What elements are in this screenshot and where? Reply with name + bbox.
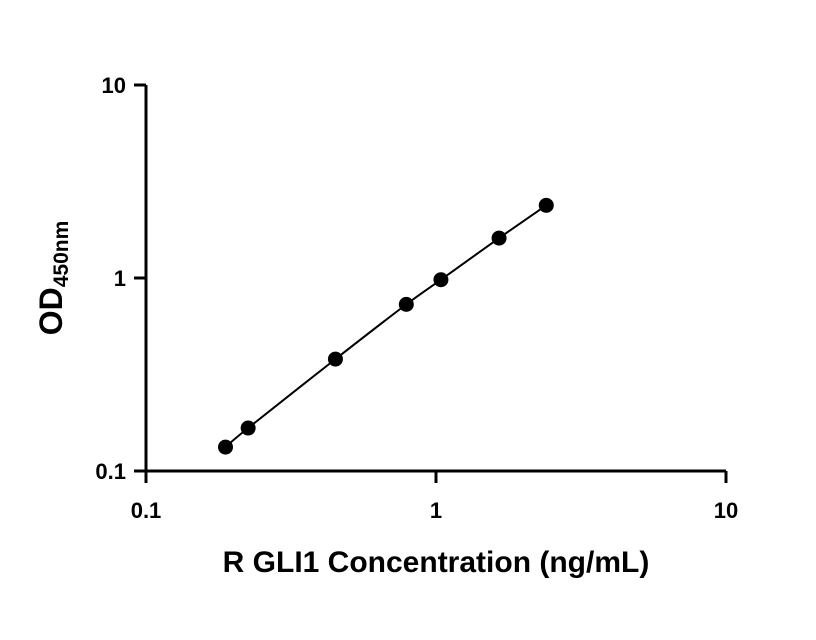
data-points: [218, 197, 554, 455]
axes: 0.1 1 10 0.1 1 10: [95, 73, 738, 523]
data-point: [218, 439, 234, 455]
y-tick-label: 10: [102, 73, 126, 98]
x-tick-label: 0.1: [131, 498, 162, 523]
y-axis-title: OD450nm: [33, 221, 73, 336]
x-tick-label: 10: [714, 498, 738, 523]
data-point: [398, 296, 414, 312]
y-tick-label: 1: [114, 266, 126, 291]
y-tick-label: 0.1: [95, 459, 126, 484]
x-tick-label: 1: [430, 498, 442, 523]
data-point: [327, 351, 343, 367]
data-point: [491, 230, 507, 246]
y-axis-title-main: OD: [33, 287, 69, 335]
y-ticks: 0.1 1 10: [95, 73, 146, 484]
x-ticks: 0.1 1 10: [131, 471, 738, 523]
x-axis-title: R GLI1 Concentration (ng/mL): [223, 546, 650, 579]
y-axis-title-subscript: 450nm: [50, 221, 73, 288]
data-point: [433, 272, 449, 288]
data-point: [240, 420, 256, 436]
data-point: [538, 197, 554, 213]
